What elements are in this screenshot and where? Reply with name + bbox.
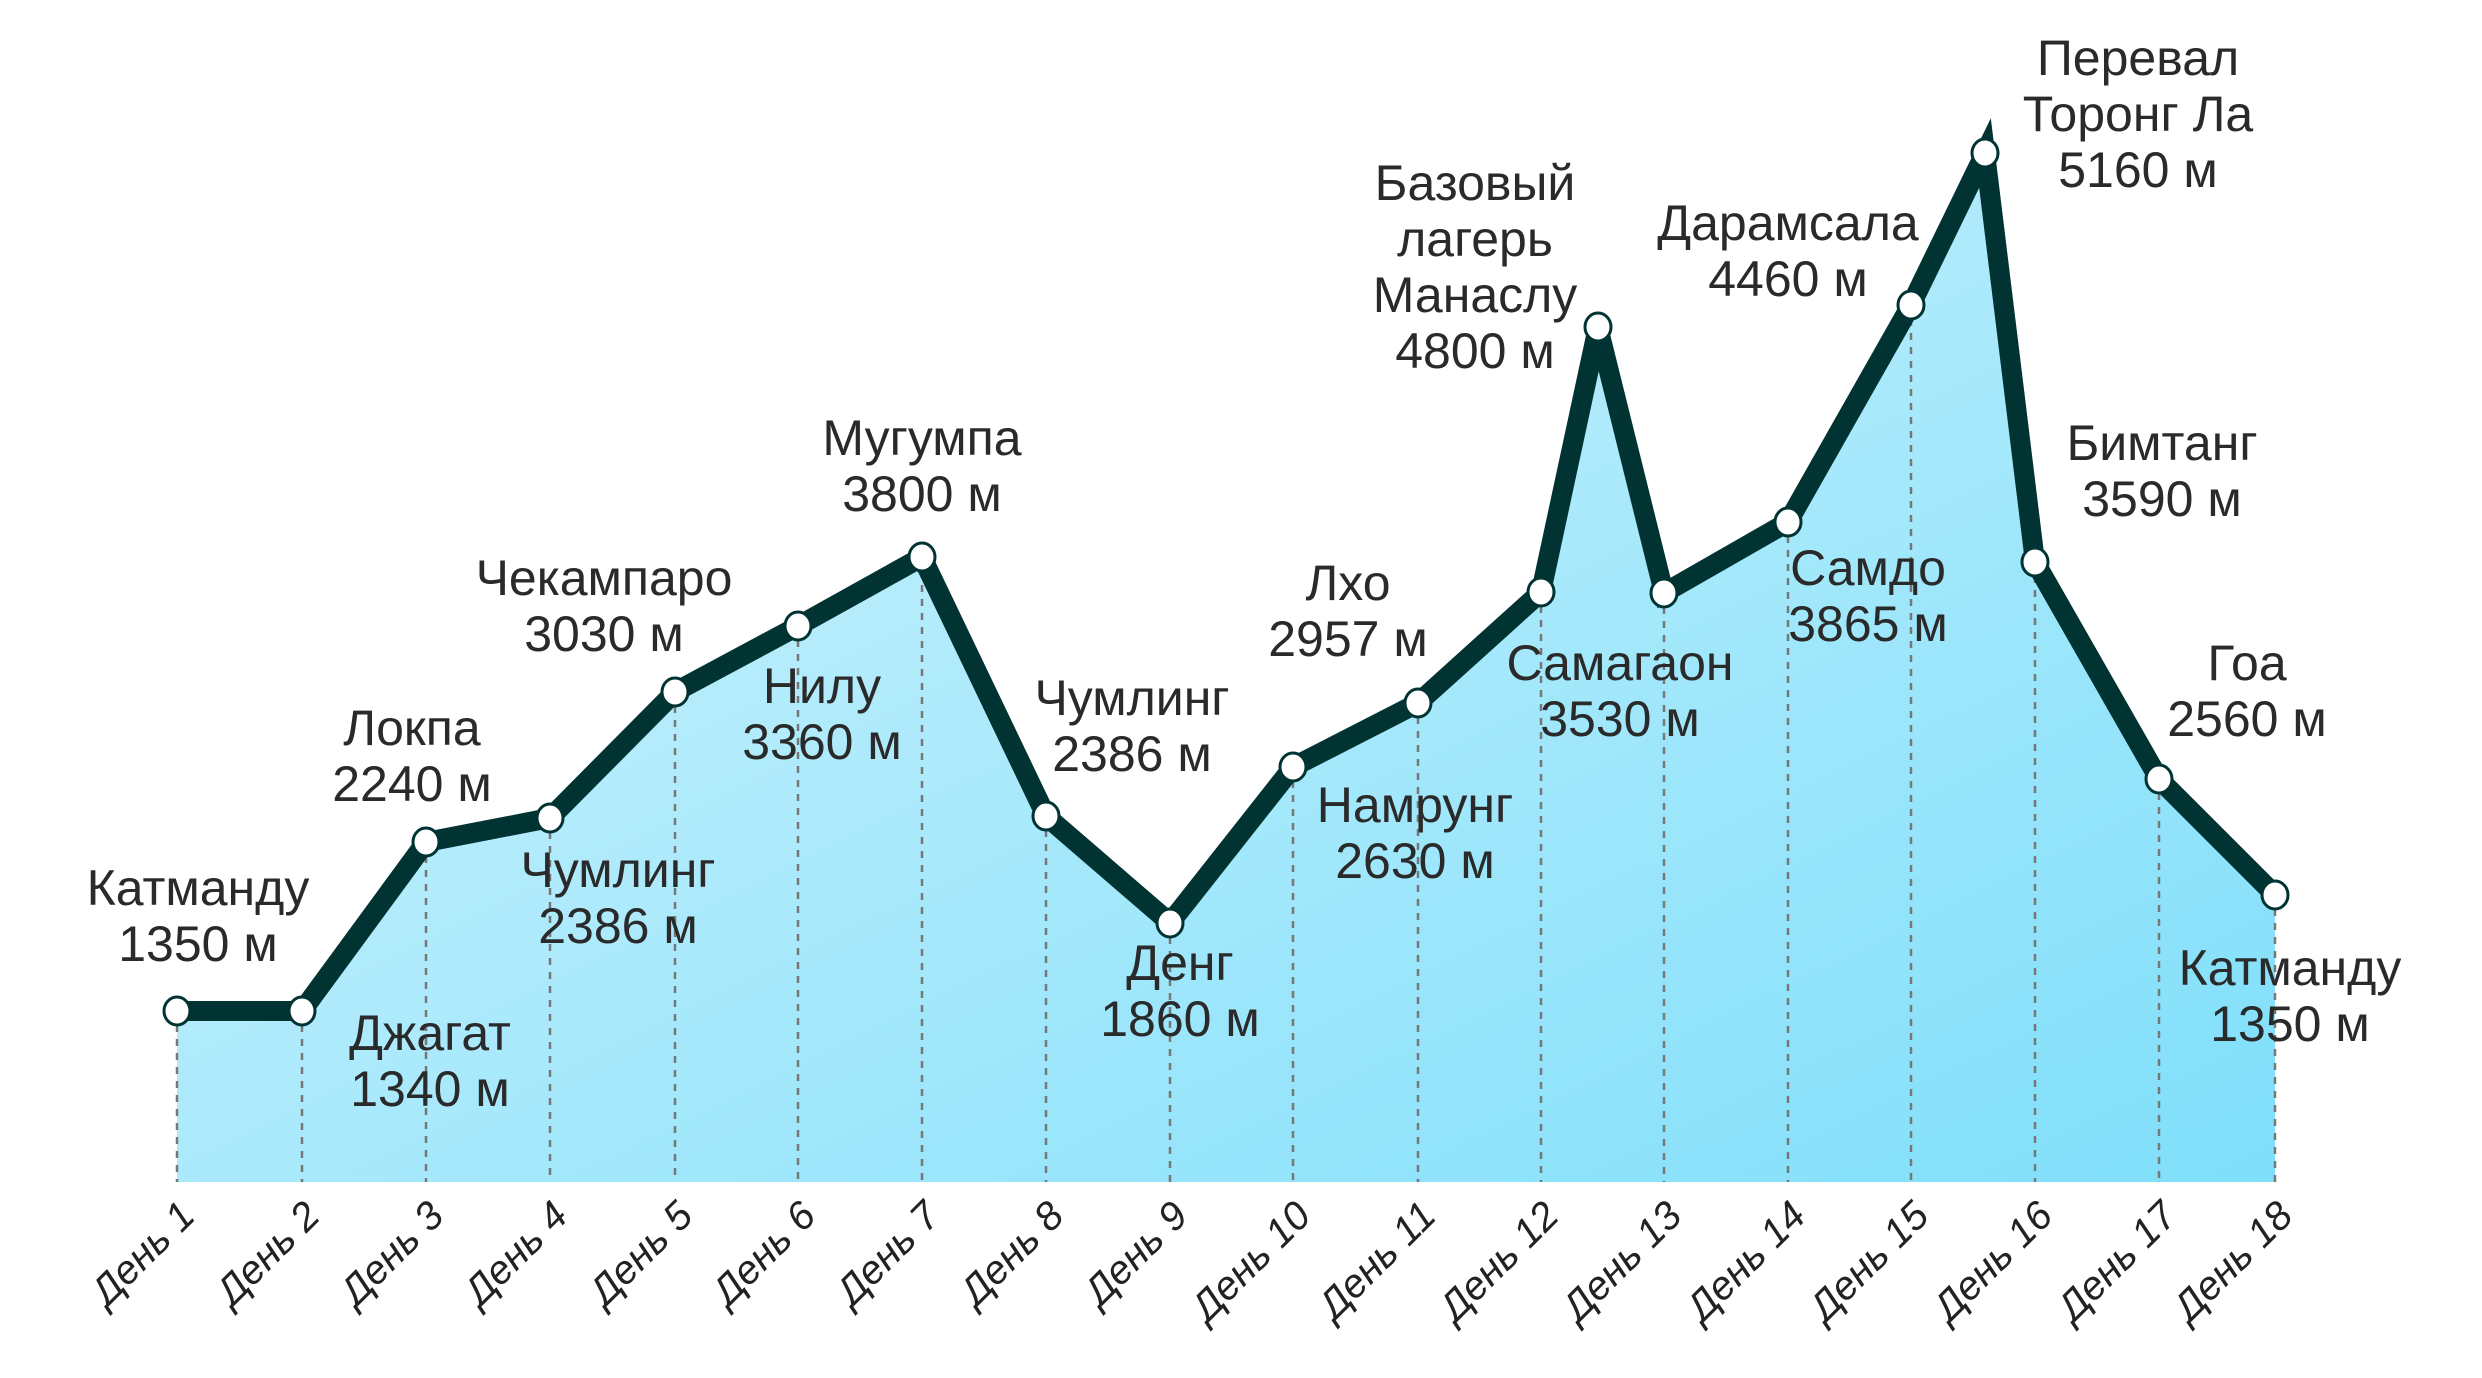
point-label: Базовый лагерь Манаслу 4800 м [1373,155,1578,379]
point-marker [535,802,565,834]
point-marker [1403,687,1433,719]
x-tick-label: День 5 [578,1193,702,1317]
point-marker [1896,289,1926,321]
x-axis-tick-labels: День 1 День 2 День 3 День 4 День 5 День 6 День… [80,1192,2302,1333]
x-tick-label: День 9 [1073,1193,1197,1317]
point-marker [1649,577,1679,609]
point-label: Гоа 2560 м [2167,635,2327,747]
point-label: Перевал Торонг Ла 5160 м [2023,30,2254,198]
point-label: Самдо 3865 м [1788,540,1948,652]
point-label: Дарамсала 4460 м [1657,195,1919,307]
point-marker [287,995,317,1027]
point-marker [660,676,690,708]
point-marker [2144,763,2174,795]
point-marker [1278,751,1308,783]
x-tick-label: День 4 [453,1193,577,1317]
point-label: Чекампаро 3030 м [476,550,733,662]
point-label: Катманду 1350 м [87,860,310,972]
x-tick-label: День 14 [1675,1193,1814,1332]
x-tick-label: День 7 [825,1192,950,1317]
point-marker [1155,907,1185,939]
x-tick-label: День 2 [205,1193,329,1317]
point-marker [2260,879,2290,911]
point-marker [411,826,441,858]
point-marker [783,610,813,642]
point-label: Намрунг 2630 м [1317,777,1513,889]
point-marker [162,995,192,1027]
point-label: Чумлинг 2386 м [520,842,715,954]
point-label: Чумлинг 2386 м [1034,670,1229,782]
point-marker [907,541,937,573]
x-tick-label: День 11 [1307,1193,1444,1330]
point-markers [162,137,2290,1027]
point-label: Самагаон 3530 м [1506,635,1733,747]
x-tick-label: День 8 [949,1193,1073,1317]
x-tick-label: День 10 [1180,1193,1319,1332]
x-tick-label: День 12 [1428,1193,1567,1332]
point-label: Катманду 1350 м [2179,940,2402,1052]
x-tick-label: День 15 [1798,1193,1938,1333]
x-tick-label: День 17 [2046,1192,2187,1333]
x-tick-label: День 18 [2162,1193,2302,1333]
x-tick-label: День 16 [1922,1193,2062,1333]
elevation-line [177,118,2283,1021]
point-label: Лхо 2957 м [1268,555,1428,667]
point-marker [2020,546,2050,578]
point-marker [1031,800,1061,832]
x-tick-label: День 3 [329,1193,453,1317]
point-label: Денг 1860 м [1100,935,1260,1047]
point-marker [1583,311,1613,343]
point-marker [1526,576,1556,608]
point-label: Бимтанг 3590 м [2066,415,2257,527]
point-marker [1970,137,2000,169]
elevation-area-fill [177,153,2275,1182]
point-label: Нилу 3360 м [742,658,902,770]
point-label: Мугумпа 3800 м [822,410,1021,522]
point-label: Локпа 2240 м [332,700,492,812]
day-gridlines [175,305,2277,1182]
point-label: Джагат 1340 м [349,1005,511,1117]
point-marker [1773,506,1803,538]
x-tick-label: День 1 [80,1193,204,1317]
x-tick-label: День 6 [701,1193,825,1317]
x-tick-label: День 13 [1551,1193,1690,1332]
